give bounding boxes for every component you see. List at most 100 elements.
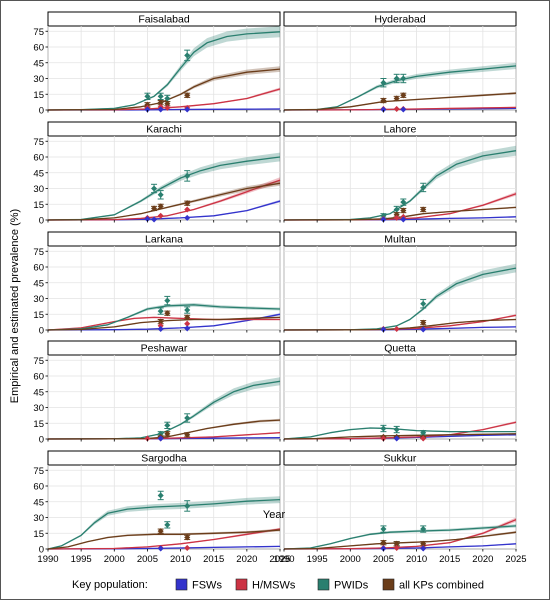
data-point-all-kps-combined: [157, 203, 164, 210]
plot-area: [47, 245, 281, 331]
y-tick-label: 60: [33, 263, 44, 274]
y-tick-label: 15: [33, 529, 44, 540]
x-tick-label: 2000: [340, 554, 361, 565]
data-point-all-kps-combined: [380, 97, 387, 104]
panel-title: Larkana: [145, 234, 183, 246]
legend-swatch-fsws: [175, 578, 188, 591]
panel-title: Peshawar: [141, 343, 188, 355]
line-fsws: [47, 313, 281, 331]
data-point-h-msws: [157, 212, 164, 219]
y-tick-label: 45: [33, 58, 44, 69]
panel-lahore: Lahore: [283, 121, 517, 223]
panel-peshawar: Peshawar 0 15 30 45 60 75: [33, 340, 281, 446]
panel-title: Lahore: [384, 124, 417, 136]
data-point-fsws: [157, 106, 164, 113]
x-tick-label: 1990: [37, 554, 58, 565]
x-tick-labels-right: 1990 1995 2000 2005 2010 2015 2020 2025: [273, 554, 526, 565]
line-pwids: [47, 304, 281, 331]
y-tick-label: 60: [33, 372, 44, 383]
plot-area: [47, 25, 281, 111]
data-point-pwids: [420, 184, 427, 191]
line-all-kps-combined: [283, 92, 517, 111]
y-tick-label: 15: [33, 419, 44, 430]
panel-title: Multan: [384, 234, 416, 246]
data-point-pwids: [380, 79, 387, 86]
data-point-pwids: [184, 502, 191, 509]
line-all-kps-combined: [283, 206, 517, 221]
legend-label-all-kps-combined: all KPs combined: [399, 580, 484, 592]
band-all-kps-combined: [48, 180, 280, 220]
x-tick-label: 2020: [236, 554, 257, 565]
line-h-msws: [283, 106, 517, 111]
data-point-all-kps-combined: [420, 206, 427, 213]
data-point-fsws: [151, 216, 158, 223]
data-point-all-kps-combined: [393, 95, 400, 102]
panel-quetta: Quetta: [283, 340, 517, 442]
y-tick-label: 0: [39, 106, 44, 117]
y-tick-label: 30: [33, 294, 44, 305]
y-tick-label: 15: [33, 90, 44, 101]
data-point-all-kps-combined: [184, 200, 191, 207]
data-point-h-msws: [393, 105, 400, 112]
line-h-msws: [283, 518, 517, 550]
panels-group: Faisalabad 0 15 30 45 60 75 Hyderabad Karachi 0 15…: [33, 11, 517, 556]
y-tick-label: 75: [33, 247, 44, 258]
data-point-pwids: [164, 422, 171, 429]
line-all-kps-combined: [47, 529, 281, 550]
x-tick-label: 2010: [406, 554, 427, 565]
data-point-all-kps-combined: [184, 534, 191, 541]
data-point-fsws: [393, 435, 400, 442]
line-all-kps-combined: [283, 531, 517, 550]
legend-label-fsws: FSWs: [192, 580, 222, 592]
panel-title: Hyderabad: [374, 14, 426, 26]
line-all-kps-combined: [47, 316, 281, 331]
data-point-pwids: [184, 52, 191, 59]
data-point-all-kps-combined: [164, 430, 171, 437]
data-point-all-kps-combined: [164, 310, 171, 317]
line-h-msws: [47, 528, 281, 550]
data-point-pwids: [380, 526, 387, 533]
data-point-fsws: [420, 545, 427, 552]
line-pwids: [47, 31, 281, 111]
y-tick-label: 75: [33, 27, 44, 38]
band-pwids: [284, 524, 516, 549]
legend-label-h-msws: H/MSWs: [252, 580, 296, 592]
line-all-kps-combined: [283, 318, 517, 331]
data-point-fsws: [184, 325, 191, 332]
line-pwids: [283, 525, 517, 550]
legend-title: Key population:: [72, 579, 148, 591]
data-point-all-kps-combined: [151, 205, 158, 212]
x-tick-label: 1990: [273, 554, 294, 565]
data-point-pwids: [184, 172, 191, 179]
band-pwids: [284, 263, 516, 330]
data-point-h-msws: [393, 214, 400, 221]
y-tick-label: 75: [33, 137, 44, 148]
line-pwids: [283, 427, 516, 440]
x-tick-label: 2015: [203, 554, 224, 565]
data-point-pwids: [144, 93, 151, 100]
plot-area: [47, 354, 281, 440]
data-point-all-kps-combined: [184, 431, 191, 438]
data-point-pwids: [400, 199, 407, 206]
panel-hyderabad: Hyderabad: [283, 11, 517, 113]
line-pwids: [283, 150, 517, 221]
data-point-all-kps-combined: [184, 314, 191, 321]
data-point-fsws: [157, 545, 164, 552]
data-point-pwids: [400, 75, 407, 82]
plot-area: [283, 245, 517, 331]
y-tick-label: 45: [33, 497, 44, 508]
data-point-all-kps-combined: [184, 92, 191, 99]
y-tick-label: 45: [33, 168, 44, 179]
band-all-kps-combined: [48, 528, 280, 549]
y-tick-label: 30: [33, 513, 44, 524]
data-point-fsws: [184, 106, 191, 113]
panel-karachi: Karachi 0 15 30 45 60 75: [33, 121, 281, 227]
x-tick-label: 2000: [104, 554, 125, 565]
legend-swatch-all-kps-combined: [382, 578, 395, 591]
panel-title: Sukkur: [384, 453, 417, 465]
data-point-all-kps-combined: [420, 319, 427, 326]
data-point-pwids: [184, 414, 191, 422]
line-all-kps-combined: [47, 182, 281, 221]
data-point-fsws: [184, 214, 191, 221]
